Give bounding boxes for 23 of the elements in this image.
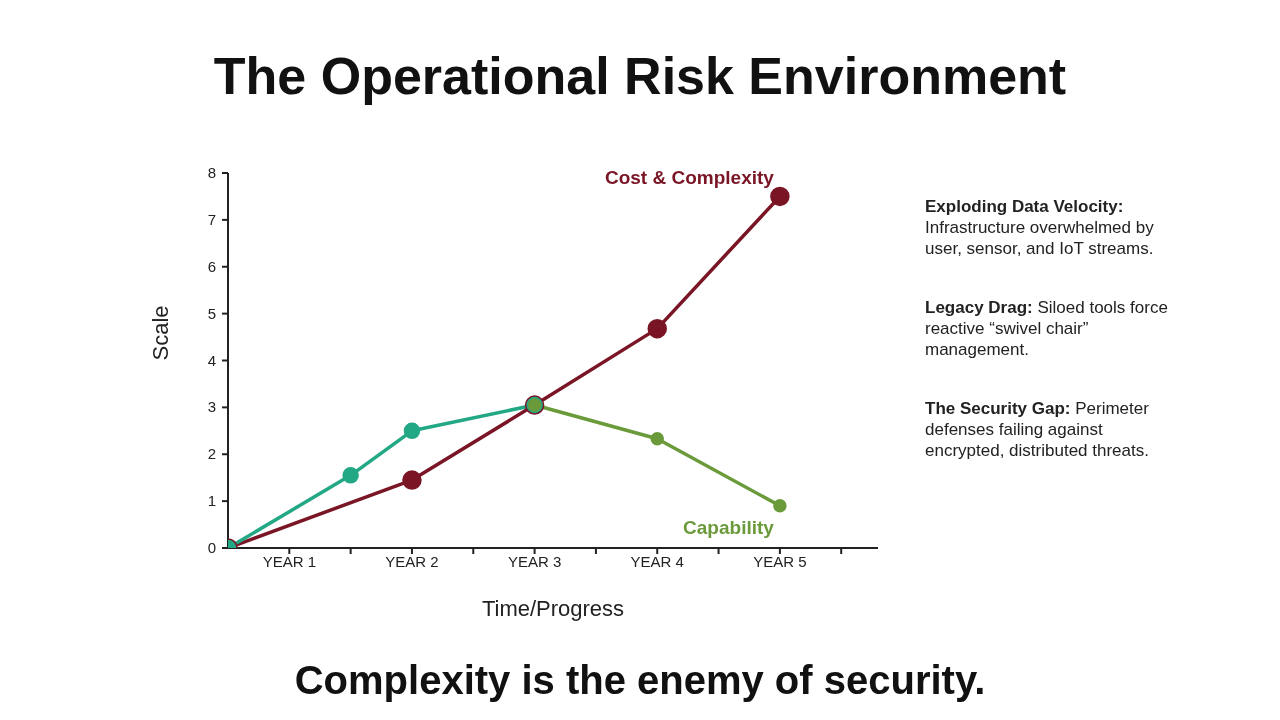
x-tick-label: YEAR 2 bbox=[385, 552, 439, 570]
series-label: Capability bbox=[683, 516, 775, 538]
text: Complexity is the enemy of security. bbox=[293, 658, 987, 703]
y-tick-label: 2 bbox=[207, 445, 216, 463]
x-tick-label: YEAR 4 bbox=[630, 552, 684, 570]
x-tick-label: YEAR 5 bbox=[753, 552, 807, 570]
x-axis-title: Time/Progress bbox=[481, 596, 625, 621]
chart-title: The Operational Risk Environment bbox=[212, 46, 1068, 106]
y-tick-label: 6 bbox=[207, 257, 216, 275]
y-tick-label: 0 bbox=[207, 539, 216, 556]
x-tick-label: YEAR 3 bbox=[507, 552, 562, 570]
y-tick-label: 1 bbox=[207, 492, 216, 510]
x-tick-label: YEAR 1 bbox=[262, 552, 316, 570]
y-tick-label: 8 bbox=[207, 164, 216, 181]
text: The Security Gap: Perimeter defenses failing against encrypted, distributed threats. bbox=[925, 398, 1150, 461]
series-label: Cost & Complexity bbox=[604, 167, 775, 189]
text: Legacy Drag: Siloed tools force reactive “swivel chair” management. bbox=[925, 297, 1169, 360]
y-axis-title: Scale bbox=[147, 305, 173, 361]
y-tick-label: 7 bbox=[207, 210, 216, 228]
y-tick-label: 5 bbox=[207, 304, 216, 322]
text: Exploding Data Velocity: Infrastructure overwhelmed by user, sensor, and IoT streams. bbox=[925, 196, 1155, 259]
y-tick-label: 4 bbox=[207, 351, 216, 369]
y-tick-label: 3 bbox=[207, 398, 216, 416]
